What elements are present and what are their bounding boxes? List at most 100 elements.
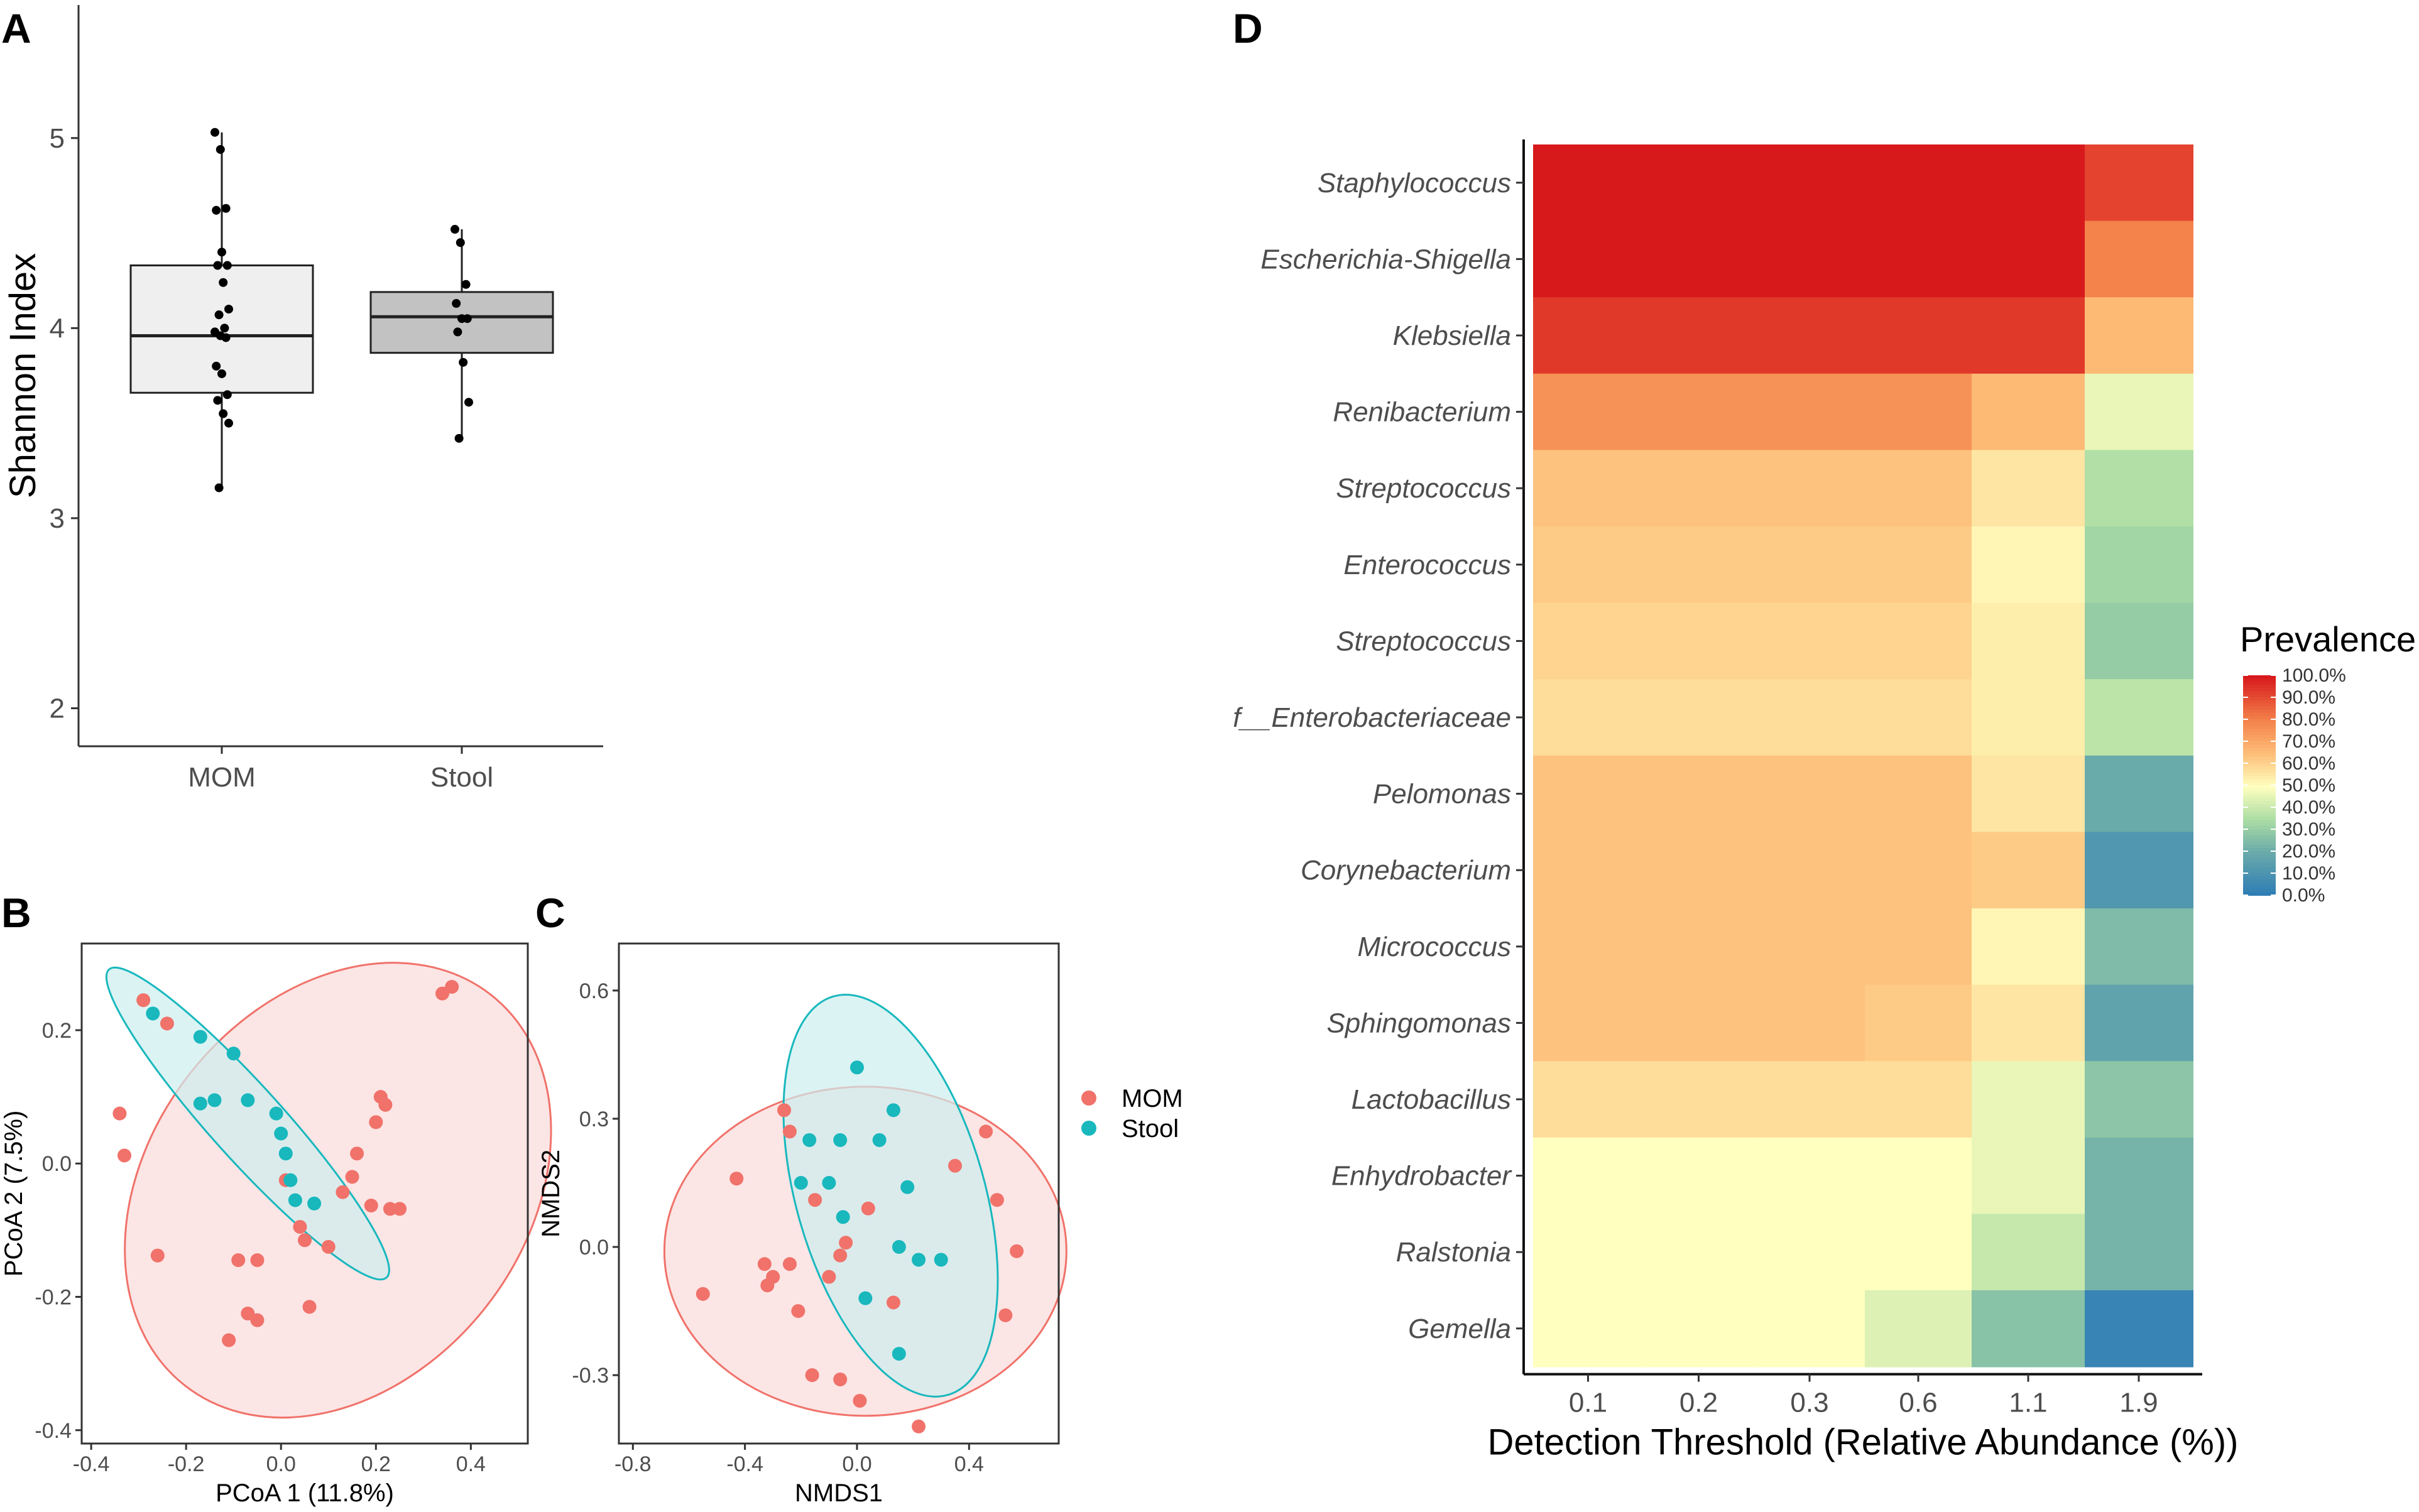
heatmap-cell [1533,984,1644,1062]
heatmap-cell [1865,602,1972,680]
heatmap-cell [1754,755,1865,833]
heatmap-cell [1533,1290,1644,1368]
colorbar-label: 100.0% [2282,665,2346,686]
colorbar-segment [2243,782,2276,786]
colorbar-segment [2243,770,2276,773]
heatmap-cell [1533,1214,1644,1291]
panel-b-pcoa: -0.4 -0.2 0.0 0.2 0.4 -0.4 -0.2 0.0 0.2 PCoA 1 (1… [0,942,552,1507]
heatmap-cell [1643,1214,1755,1291]
colorbar-segment [2243,813,2276,817]
point-mom [378,1097,393,1112]
point-mom [729,1172,744,1186]
heatmap-cell [1865,984,1972,1062]
point-mom [766,1270,780,1284]
x-tick-label: -0.4 [73,1452,110,1476]
point-mom [136,993,151,1008]
point-mom [298,1233,312,1248]
colorbar-segment [2243,675,2276,679]
colorbar-segment [2243,722,2276,726]
point-mom [839,1236,853,1250]
point-mom [757,1257,772,1271]
y-tick-label: 0.2 [42,1019,72,1043]
point-stool [146,1006,160,1021]
colorbar-segment [2243,744,2276,748]
legend-swatch-stool [1081,1121,1096,1136]
colorbar-segment [2243,766,2276,770]
point-stool [283,1173,298,1187]
heatmap-cell [1754,526,1865,604]
heatmap-cell [2085,984,2193,1062]
colorbar-segment [2243,795,2276,798]
heatmap-cell [1643,679,1755,756]
colorbar-segment [2243,688,2276,692]
data-point [462,314,472,324]
heatmap-cell [1865,1214,1972,1291]
colorbar-segment [2243,785,2276,789]
row-label: f__Enterobacteriaceae [1233,702,1511,733]
point-mom [383,1202,397,1216]
colorbar-label: 80.0% [2282,709,2335,730]
heatmap-cell [1643,832,1755,909]
heatmap-cell [2085,679,2193,756]
point-mom [833,1248,848,1263]
heatmap-cell [1754,1214,1865,1291]
heatmap-cell [1533,908,1644,986]
colorbar-segment [2243,697,2276,701]
data-point [222,390,232,400]
point-mom [833,1372,848,1386]
heatmap-cell [1754,220,1865,298]
heatmap-cell [1754,908,1865,986]
heatmap-cell [1865,679,1972,756]
data-point [210,128,219,137]
heatmap-cell [1754,984,1865,1062]
heatmap-cell [2085,1137,2193,1215]
point-mom [696,1286,710,1301]
colorbar-segment [2243,801,2276,805]
heatmap-cell [1972,220,2085,298]
colorbar-segment [2243,707,2276,710]
data-point [213,261,222,270]
colorbar-segment [2243,857,2276,861]
heatmap-cell [1533,602,1644,680]
y-tick-label: 3 [50,503,65,534]
colorbar-label: 0.0% [2282,885,2325,906]
heatmap-cell [1533,755,1644,833]
y-tick-label: 4 [50,313,65,344]
x-tick-label: -0.2 [168,1452,205,1476]
colorbar-segment [2243,713,2276,717]
panel-label-b: B [1,889,31,936]
heatmap-cell [1643,1137,1755,1215]
x-axis-title: Detection Threshold (Relative Abundance … [1487,1422,2238,1463]
colorbar-segment [2243,807,2276,811]
y-tick-label: -0.4 [35,1419,72,1443]
point-stool [269,1106,283,1121]
point-stool [193,1030,207,1044]
colorbar-segment [2243,773,2276,776]
point-mom [853,1393,867,1408]
data-point [214,483,224,492]
colorbar-segment [2243,835,2276,839]
colorbar-segment [2243,892,2276,896]
data-point [221,204,231,213]
heatmap-cell [1972,297,2085,374]
row-label: Renibacterium [1333,397,1511,428]
heatmap-cell [1643,144,1755,222]
data-point [459,357,468,367]
data-point [217,369,226,378]
heatmap-cell [1865,832,1972,909]
heatmap-cell [1865,1137,1972,1215]
data-point [464,398,473,407]
heatmap-cell [2085,144,2193,222]
heatmap-cell [1643,1061,1755,1138]
point-stool [288,1193,302,1207]
colorbar-segment [2243,716,2276,720]
colorbar-label: 90.0% [2282,687,2335,708]
heatmap-cell [1865,526,1972,604]
colorbar-segment [2243,678,2276,682]
heatmap-cell [1754,679,1865,756]
y-axis-title: NMDS2 [537,1150,565,1237]
y-axis-title: PCoA 2 (7.5%) [0,1111,28,1277]
heatmap-cell [1972,144,2085,222]
heatmap-cell [1754,450,1865,527]
heatmap-cell [1865,755,1972,833]
